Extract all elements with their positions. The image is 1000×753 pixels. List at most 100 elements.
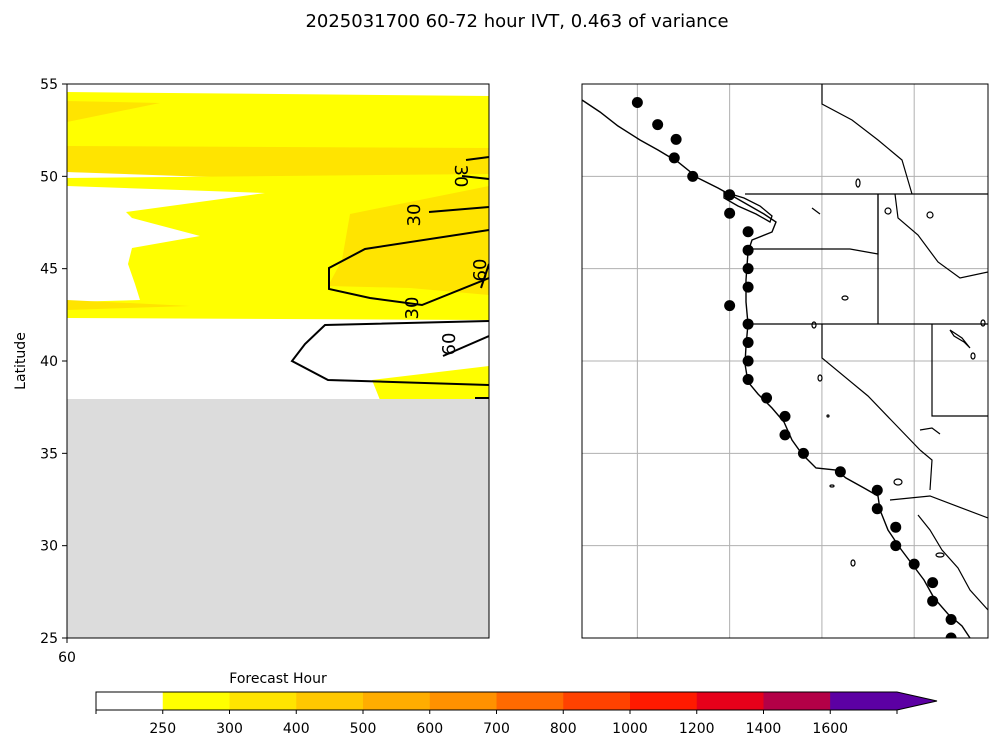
left-axes: 25 30 35 40 45 50 55 60 xyxy=(40,77,76,666)
ivt-point xyxy=(890,521,902,533)
colorbar-tick-label: 800 xyxy=(550,721,577,737)
colorbar-swatch xyxy=(429,692,498,710)
missing-data-region xyxy=(67,399,489,638)
colorbar-tick-label: 1600 xyxy=(812,721,848,737)
right-axes-frame xyxy=(581,83,989,639)
ivt-filled-contours xyxy=(67,92,489,638)
pacific-coastline xyxy=(582,99,971,638)
ivt-point xyxy=(871,484,883,496)
ivt-point xyxy=(927,595,939,607)
colorbar-swatch xyxy=(296,692,364,710)
colorbar-ticks: 250 300 400 500 600 700 800 1000 1200 1400 1600 xyxy=(95,710,898,737)
colorbar-tick-label: 700 xyxy=(483,721,510,737)
baja-gulf-coast xyxy=(917,514,988,611)
ivt-point xyxy=(724,207,736,219)
mexico-border xyxy=(889,495,988,519)
y-tick-label: 45 xyxy=(40,262,58,278)
contour-label: 60 xyxy=(439,333,460,356)
contour-labels: 30 30 60 30 60 xyxy=(402,165,491,356)
ivt-point xyxy=(742,373,754,385)
idaho-montana-border xyxy=(894,193,988,279)
colorbar-tick-label: 1200 xyxy=(679,721,715,737)
ivt-point xyxy=(742,355,754,367)
ivt-point xyxy=(890,540,902,552)
ivt-point xyxy=(834,466,846,478)
contour-60-lower xyxy=(442,335,489,357)
ivt-point xyxy=(945,614,957,626)
nevada-east-border xyxy=(931,324,988,417)
contour-60-upper xyxy=(480,263,489,289)
map-gridlines xyxy=(582,84,988,638)
washington-oregon-border xyxy=(748,194,879,255)
vancouver-island xyxy=(723,191,773,223)
colorbar-tick-label: 1000 xyxy=(612,721,648,737)
ivt-point xyxy=(742,244,754,256)
y-tick-label: 30 xyxy=(40,539,58,555)
contour-label: 30 xyxy=(404,204,425,227)
y-tick-label: 50 xyxy=(40,169,58,185)
ivt-point xyxy=(908,558,920,570)
political-boundaries xyxy=(745,84,988,611)
colorbar-swatch xyxy=(496,692,564,710)
figure-title: 2025031700 60-72 hour IVT, 0.463 of vari… xyxy=(305,11,728,32)
contour-30-main xyxy=(328,229,489,307)
ivt-point xyxy=(742,318,754,330)
y-tick-label: 35 xyxy=(40,446,58,462)
colorbar-swatch xyxy=(229,692,297,710)
ivt-point xyxy=(687,170,699,182)
ivt-fill-300-west-sliver xyxy=(67,300,190,310)
ivt-point xyxy=(631,96,643,108)
ivt-contour-panel xyxy=(67,92,489,638)
contour-30-north xyxy=(465,156,489,161)
ivt-point xyxy=(724,300,736,312)
colorbar-extend-arrow xyxy=(830,692,937,710)
ivt-point xyxy=(742,281,754,293)
nevada-border xyxy=(821,324,921,451)
ivt-fill-300-north-tip xyxy=(67,101,160,122)
y-tick-label: 25 xyxy=(40,631,58,647)
colorbar-tick-label: 600 xyxy=(416,721,443,737)
contour-30-mid xyxy=(428,206,489,213)
ivt-point xyxy=(927,577,939,589)
x-tick-label: 60 xyxy=(58,650,76,666)
ivt-point xyxy=(779,410,791,422)
colorbar-outline xyxy=(95,691,938,711)
y-tick-label: 40 xyxy=(40,354,58,370)
colorbar-swatch xyxy=(363,692,431,710)
colorbar-swatch xyxy=(96,692,164,710)
ivt-point xyxy=(742,337,754,349)
ivt-point-markers xyxy=(631,96,957,638)
bc-alberta-border xyxy=(821,84,913,195)
contour-label: 30 xyxy=(450,165,471,188)
colorbar-tick-label: 250 xyxy=(149,721,176,737)
contour-label: 30 xyxy=(402,297,423,320)
ivt-point xyxy=(871,503,883,515)
ivt-fill-300-central xyxy=(328,186,489,295)
ivt-point xyxy=(670,133,682,145)
colorbar-swatch xyxy=(696,692,765,710)
colorbar-tick-label: 400 xyxy=(283,721,310,737)
arizona-california-border xyxy=(919,449,933,491)
contour-label: 60 xyxy=(470,259,491,282)
ivt-point xyxy=(724,189,736,201)
ivt-point xyxy=(779,429,791,441)
ivt-contour-lines xyxy=(290,156,489,399)
y-axis-label: Latitude xyxy=(13,332,29,390)
colorbar-swatch xyxy=(630,692,698,710)
ivt-point xyxy=(742,226,754,238)
colorbar-swatch xyxy=(563,692,631,710)
ivt-point xyxy=(945,632,957,638)
ivt-point xyxy=(797,447,809,459)
contour-30-north-b xyxy=(461,175,489,180)
lakes xyxy=(811,178,986,567)
y-tick-label: 55 xyxy=(40,77,58,93)
ivt-point xyxy=(652,119,664,131)
colorbar-label: Forecast Hour xyxy=(229,671,327,687)
colorbar-swatch xyxy=(763,692,831,710)
colorbar: 250 300 400 500 600 700 800 1000 1200 1400 1600 Fo… xyxy=(95,671,938,737)
colorbar-tick-label: 1400 xyxy=(746,721,782,737)
colorbar-tick-label: 300 xyxy=(216,721,243,737)
colorbar-swatches xyxy=(95,691,938,711)
ivt-point xyxy=(761,392,773,404)
